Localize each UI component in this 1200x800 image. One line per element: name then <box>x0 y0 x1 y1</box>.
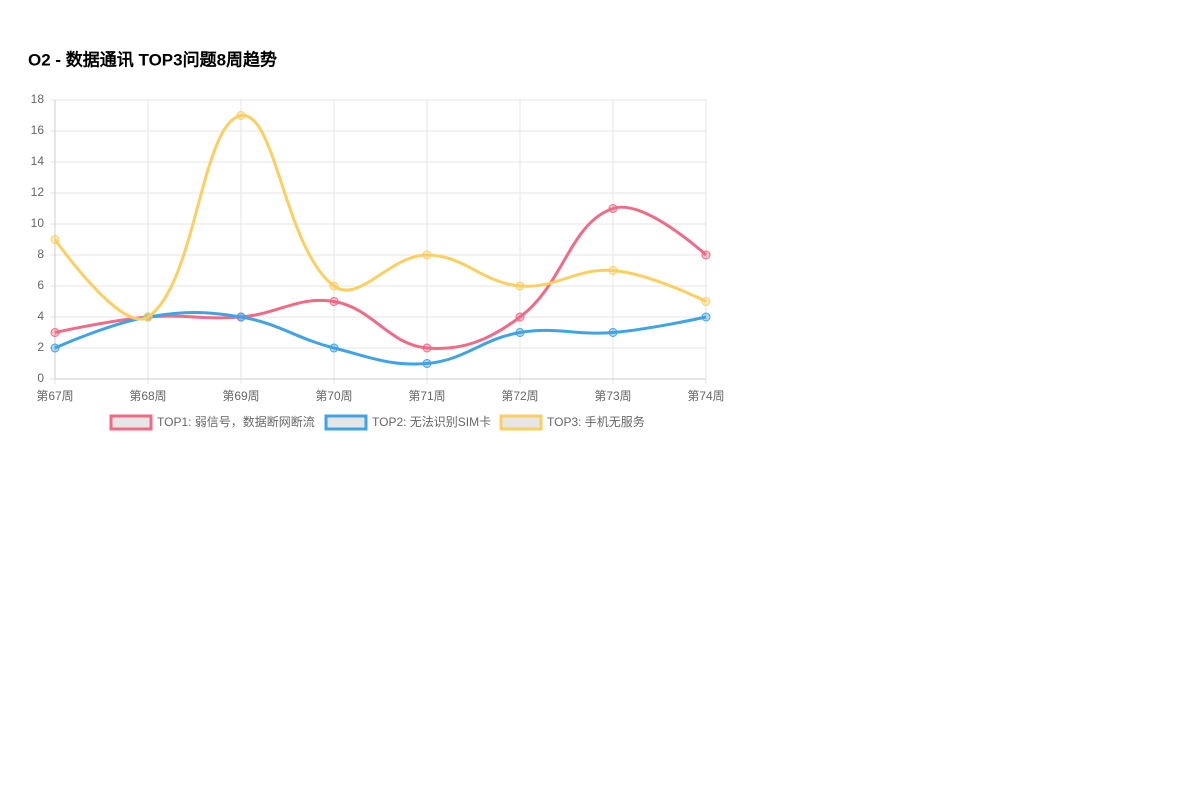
legend-label: TOP1: 弱信号，数据断网断流 <box>157 414 315 429</box>
point <box>329 297 339 306</box>
chart-title: O2 - 数据通讯 TOP3问题8周趋势 <box>28 49 277 69</box>
point <box>50 343 60 353</box>
y-tick-label: 8 <box>37 247 44 261</box>
point <box>608 266 618 275</box>
legend-label: TOP2: 无法识别SIM卡 <box>372 415 491 429</box>
y-tick-label: 14 <box>31 154 45 168</box>
y-tick-label: 4 <box>37 309 44 323</box>
point <box>701 312 711 322</box>
y-tick-label: 10 <box>31 216 45 230</box>
point <box>50 235 60 244</box>
y-tick-label: 16 <box>31 123 45 137</box>
point <box>329 343 339 353</box>
x-tick-label: 第71周 <box>408 389 445 403</box>
point <box>515 312 525 322</box>
x-tick-label: 第72周 <box>501 389 538 403</box>
point <box>236 111 246 120</box>
line-series <box>53 113 707 321</box>
point <box>422 250 432 260</box>
legend-swatch <box>499 414 543 431</box>
y-tick-label: 2 <box>37 340 44 354</box>
point <box>608 328 618 337</box>
x-tick-label: 第69周 <box>222 389 259 403</box>
y-tick-label: 18 <box>31 92 45 106</box>
legend-swatch <box>324 414 368 431</box>
x-tick-label: 第74周 <box>687 389 724 403</box>
point <box>608 204 618 213</box>
point <box>329 281 339 291</box>
line-series <box>54 205 708 350</box>
point <box>422 343 432 353</box>
y-tick-label: 0 <box>37 371 44 385</box>
x-tick-label: 第67周 <box>36 389 73 403</box>
point <box>143 312 153 322</box>
y-tick-label: 6 <box>37 278 44 292</box>
y-tick-label: 12 <box>31 185 45 199</box>
x-tick-label: 第73周 <box>594 389 631 403</box>
point <box>50 328 60 337</box>
legend-swatch <box>109 414 153 431</box>
point <box>701 250 711 260</box>
point <box>701 297 711 306</box>
legend-label: TOP3: 手机无服务 <box>547 414 645 429</box>
point <box>422 359 432 368</box>
x-tick-label: 第70周 <box>315 389 352 403</box>
point <box>515 281 525 291</box>
point <box>515 328 525 337</box>
point <box>236 312 246 322</box>
line-series <box>54 310 707 366</box>
x-tick-label: 第68周 <box>129 389 166 403</box>
